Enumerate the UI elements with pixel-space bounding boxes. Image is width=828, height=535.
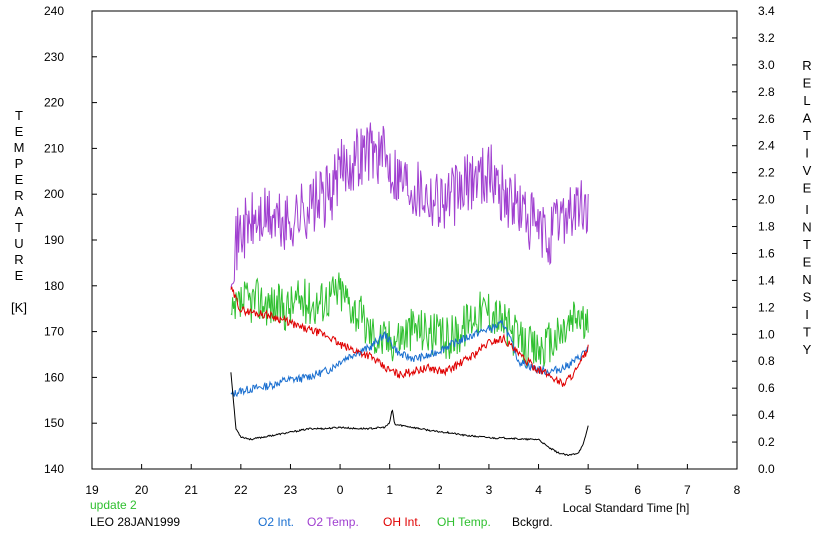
right-label-letter: Y bbox=[803, 342, 812, 357]
right-tick-label: 0.0 bbox=[758, 462, 775, 476]
right-label-letter: T bbox=[803, 237, 811, 252]
right-label-letter: E bbox=[803, 255, 812, 270]
left-tick-label: 190 bbox=[44, 233, 64, 247]
right-label-letter: N bbox=[802, 220, 811, 235]
right-tick-label: 3.2 bbox=[758, 31, 775, 45]
x-tick-label: 20 bbox=[135, 483, 149, 497]
x-tick-label: 23 bbox=[284, 483, 298, 497]
right-tick-label: 0.8 bbox=[758, 354, 775, 368]
x-axis-ticks: 19 20 21 22 23 0 1 2 3 4 5 6 7 8 bbox=[85, 464, 741, 497]
right-tick-label: 3.0 bbox=[758, 58, 775, 72]
right-tick-label: 1.2 bbox=[758, 300, 775, 314]
x-tick-label: 5 bbox=[585, 483, 592, 497]
left-tick-label: 180 bbox=[44, 279, 64, 293]
right-label-letter: I bbox=[805, 307, 809, 322]
right-label-letter: L bbox=[803, 93, 810, 108]
legend-entry: Bckgrd. bbox=[512, 515, 553, 529]
legend-entry: O2 Temp. bbox=[307, 515, 359, 529]
left-tick-label: 150 bbox=[44, 416, 64, 430]
left-label-letter: E bbox=[15, 172, 24, 187]
right-label-letter: A bbox=[803, 111, 812, 126]
x-tick-label: 7 bbox=[684, 483, 691, 497]
right-label-letter: I bbox=[805, 202, 809, 217]
x-tick-label: 1 bbox=[386, 483, 393, 497]
x-tick-label: 8 bbox=[734, 483, 741, 497]
right-tick-label: 1.4 bbox=[758, 273, 775, 287]
left-label-letter: R bbox=[14, 188, 23, 203]
left-label-letter: T bbox=[15, 220, 23, 235]
update-annotation: update 2 bbox=[90, 498, 137, 512]
x-tick-label: 6 bbox=[634, 483, 641, 497]
right-tick-label: 1.8 bbox=[758, 220, 775, 234]
left-label-letter: T bbox=[15, 108, 23, 123]
left-tick-label: 220 bbox=[44, 96, 64, 110]
left-label-letter: U bbox=[14, 236, 23, 251]
series-line bbox=[230, 318, 589, 398]
x-tick-label: 2 bbox=[436, 483, 443, 497]
legend-entry: OH Int. bbox=[383, 515, 421, 529]
right-tick-label: 2.8 bbox=[758, 85, 775, 99]
right-tick-label: 1.0 bbox=[758, 327, 775, 341]
right-tick-label: 2.4 bbox=[758, 139, 775, 153]
right-axis-ticks: 0.0 0.2 0.4 0.6 0.8 1.0 1.2 1.4 1.6 1.8 2.0 2.2 2.4 2… bbox=[732, 4, 775, 476]
right-tick-label: 0.2 bbox=[758, 435, 775, 449]
x-tick-label: 21 bbox=[185, 483, 199, 497]
left-label-letter: E bbox=[15, 268, 24, 283]
right-label-letter: E bbox=[803, 181, 812, 196]
x-tick-label: 19 bbox=[85, 483, 99, 497]
legend-entry: OH Temp. bbox=[437, 515, 491, 529]
left-tick-label: 170 bbox=[44, 325, 64, 339]
left-tick-label: 140 bbox=[44, 462, 64, 476]
left-axis-ticks: 140 150 160 170 180 190 200 210 220 230 240 bbox=[44, 4, 97, 476]
legend-entry: O2 Int. bbox=[258, 515, 294, 529]
left-label-letter: M bbox=[14, 140, 25, 155]
left-tick-label: 230 bbox=[44, 50, 64, 64]
x-axis-label: Local Standard Time [h] bbox=[563, 501, 690, 515]
right-tick-label: 0.4 bbox=[758, 408, 775, 422]
x-tick-label: 0 bbox=[337, 483, 344, 497]
right-label-letter: T bbox=[803, 128, 811, 143]
left-tick-label: 200 bbox=[44, 187, 64, 201]
station-annotation: LEO 28JAN1999 bbox=[90, 515, 180, 529]
x-tick-label: 3 bbox=[486, 483, 493, 497]
right-label-letter: T bbox=[803, 325, 811, 340]
right-tick-label: 0.6 bbox=[758, 381, 775, 395]
left-axis-unit: [K] bbox=[11, 300, 27, 315]
series-line bbox=[230, 272, 589, 368]
left-tick-label: 210 bbox=[44, 141, 64, 155]
right-label-letter: R bbox=[802, 58, 811, 73]
x-tick-label: 22 bbox=[234, 483, 248, 497]
right-tick-label: 2.6 bbox=[758, 112, 775, 126]
right-label-letter: S bbox=[803, 290, 812, 305]
legend: O2 Int. O2 Temp. OH Int. OH Temp. Bckgrd. bbox=[258, 515, 553, 529]
right-tick-label: 2.2 bbox=[758, 166, 775, 180]
left-label-letter: A bbox=[15, 204, 24, 219]
right-tick-label: 2.0 bbox=[758, 193, 775, 207]
left-label-letter: E bbox=[15, 124, 24, 139]
right-label-letter: I bbox=[805, 146, 809, 161]
series-line bbox=[230, 286, 589, 387]
right-tick-label: 1.6 bbox=[758, 246, 775, 260]
right-label-letter: N bbox=[802, 272, 811, 287]
right-label-letter: V bbox=[803, 163, 812, 178]
series-line bbox=[230, 122, 589, 288]
series-line bbox=[230, 372, 589, 457]
left-label-letter: P bbox=[15, 156, 24, 171]
series-layer bbox=[230, 122, 589, 457]
right-tick-label: 3.4 bbox=[758, 4, 775, 18]
left-label-letter: R bbox=[14, 252, 23, 267]
left-tick-label: 240 bbox=[44, 4, 64, 18]
x-tick-label: 4 bbox=[535, 483, 542, 497]
left-tick-label: 160 bbox=[44, 370, 64, 384]
right-label-letter: E bbox=[803, 76, 812, 91]
